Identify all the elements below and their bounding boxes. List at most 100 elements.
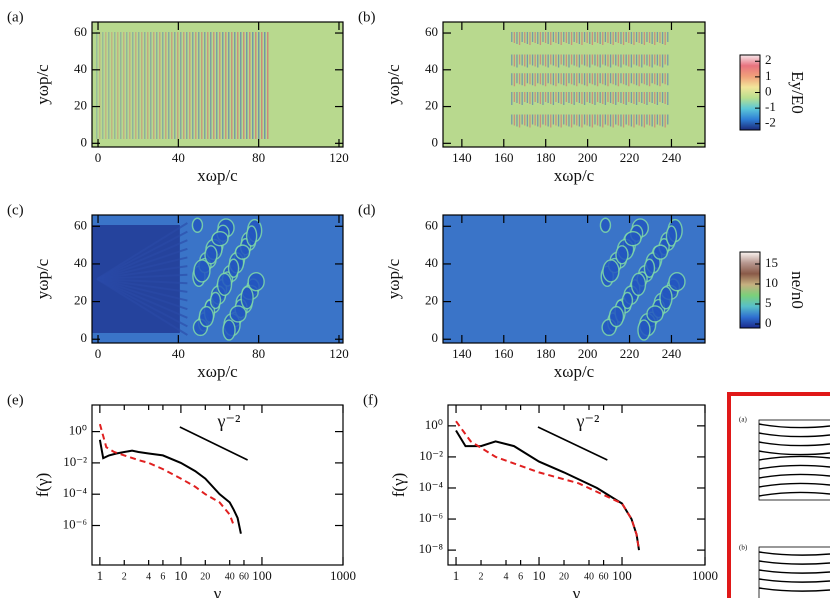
filament bbox=[96, 278, 188, 302]
stripe bbox=[659, 92, 661, 102]
series-line bbox=[98, 439, 242, 534]
stripe bbox=[576, 73, 578, 87]
stripe bbox=[240, 32, 242, 139]
stripe bbox=[518, 32, 521, 45]
x-tick-label: 100 bbox=[612, 568, 632, 583]
x-tick-label: 60 bbox=[239, 571, 249, 582]
stripe bbox=[617, 114, 620, 126]
stripe bbox=[162, 32, 164, 139]
stripe bbox=[620, 114, 622, 127]
x-tick-label: 140 bbox=[452, 150, 472, 165]
stripe bbox=[550, 92, 552, 104]
stripe bbox=[635, 92, 638, 105]
stripe bbox=[531, 54, 534, 66]
stripe bbox=[560, 73, 562, 85]
stripe bbox=[521, 92, 523, 105]
stripe bbox=[609, 73, 612, 84]
stripe bbox=[252, 32, 254, 139]
stripe bbox=[183, 32, 185, 139]
stripe bbox=[537, 54, 539, 68]
stripe bbox=[555, 54, 557, 67]
stripe bbox=[586, 73, 588, 87]
stripe bbox=[628, 114, 630, 126]
stripe bbox=[648, 54, 651, 67]
y-axis-label: yωp/c bbox=[33, 258, 52, 299]
stripe bbox=[651, 92, 653, 103]
stripe bbox=[542, 114, 544, 125]
stripe bbox=[539, 92, 542, 104]
stripe bbox=[557, 54, 560, 68]
x-tick-label: 180 bbox=[536, 346, 556, 361]
stripe bbox=[583, 92, 586, 105]
bubble bbox=[602, 259, 620, 283]
stripe bbox=[192, 32, 194, 139]
stripe bbox=[638, 92, 640, 102]
stripe bbox=[615, 114, 617, 125]
stripe bbox=[529, 92, 531, 104]
stripe bbox=[656, 73, 659, 86]
inset-curve bbox=[758, 455, 830, 461]
stripe bbox=[557, 73, 560, 84]
stripe bbox=[641, 114, 643, 127]
plot-frame bbox=[442, 21, 706, 148]
bubble bbox=[624, 230, 642, 247]
x-axis-label: xωp/c bbox=[197, 362, 238, 381]
stripe bbox=[96, 32, 98, 139]
heatmap bbox=[92, 22, 343, 147]
stripe bbox=[228, 32, 230, 139]
stripe bbox=[117, 32, 119, 139]
filament bbox=[96, 239, 188, 280]
stripe bbox=[659, 73, 661, 87]
stripe bbox=[638, 114, 640, 126]
stripe bbox=[518, 73, 521, 85]
bubble bbox=[608, 305, 625, 328]
stripe bbox=[568, 92, 570, 103]
stripe bbox=[513, 73, 516, 87]
colorbar-label: ne/n0 bbox=[788, 271, 807, 309]
bubble bbox=[630, 272, 647, 297]
y-tick-label: 10⁰ bbox=[69, 423, 87, 438]
inset-curve bbox=[758, 491, 830, 497]
stripe bbox=[222, 32, 224, 139]
stripe bbox=[617, 54, 620, 67]
stripe bbox=[237, 32, 239, 139]
stripe bbox=[648, 73, 651, 87]
stripe bbox=[667, 73, 669, 86]
stripe bbox=[563, 32, 565, 42]
stripe bbox=[607, 54, 609, 67]
stripe bbox=[583, 114, 586, 125]
stripe bbox=[612, 32, 614, 45]
x-axis-label: xωp/c bbox=[554, 166, 595, 185]
x-tick-label: 40 bbox=[225, 571, 235, 582]
stripe bbox=[648, 114, 651, 126]
plot-frame bbox=[91, 404, 344, 566]
stripe bbox=[602, 32, 604, 45]
stripe bbox=[526, 92, 529, 103]
stripe bbox=[638, 32, 640, 43]
bubble bbox=[240, 286, 254, 310]
inset-curve bbox=[758, 473, 830, 479]
stripe bbox=[165, 32, 167, 139]
stripe bbox=[578, 54, 581, 68]
stripe bbox=[560, 92, 562, 104]
stripe bbox=[563, 114, 565, 125]
slope-guide bbox=[537, 426, 608, 461]
heatmap-bg bbox=[92, 22, 343, 147]
stripe bbox=[628, 92, 630, 102]
stripe bbox=[552, 54, 555, 66]
stripe bbox=[576, 114, 578, 126]
stripe bbox=[578, 114, 581, 127]
stripe bbox=[150, 32, 152, 139]
stripe bbox=[521, 73, 523, 86]
stripe bbox=[628, 32, 630, 43]
stripe bbox=[622, 92, 625, 104]
y-tick-label: 40 bbox=[74, 61, 87, 76]
bubble bbox=[204, 245, 218, 265]
bubble bbox=[659, 286, 673, 310]
x-tick-label: 2 bbox=[122, 571, 127, 582]
stripe bbox=[596, 114, 599, 126]
stripe bbox=[586, 92, 588, 102]
stripe bbox=[607, 32, 609, 43]
stripe bbox=[565, 54, 568, 67]
colorbar-tick-label: -1 bbox=[765, 99, 776, 114]
